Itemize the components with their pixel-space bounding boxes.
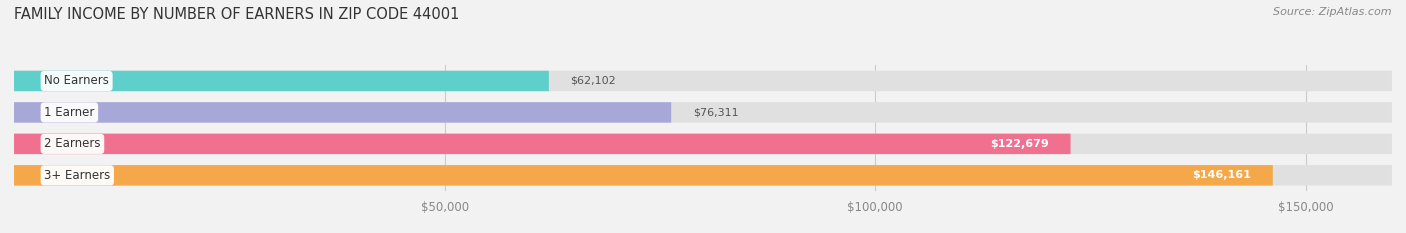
FancyBboxPatch shape xyxy=(14,134,1070,154)
Text: $62,102: $62,102 xyxy=(571,76,616,86)
Text: $76,311: $76,311 xyxy=(693,107,738,117)
FancyBboxPatch shape xyxy=(14,71,548,91)
Text: 1 Earner: 1 Earner xyxy=(44,106,94,119)
Text: Source: ZipAtlas.com: Source: ZipAtlas.com xyxy=(1274,7,1392,17)
Text: $122,679: $122,679 xyxy=(990,139,1049,149)
Text: 2 Earners: 2 Earners xyxy=(44,137,101,150)
Text: No Earners: No Earners xyxy=(44,75,110,87)
FancyBboxPatch shape xyxy=(14,71,1392,91)
Text: 3+ Earners: 3+ Earners xyxy=(44,169,111,182)
FancyBboxPatch shape xyxy=(14,134,1392,154)
Text: FAMILY INCOME BY NUMBER OF EARNERS IN ZIP CODE 44001: FAMILY INCOME BY NUMBER OF EARNERS IN ZI… xyxy=(14,7,460,22)
FancyBboxPatch shape xyxy=(14,102,1392,123)
FancyBboxPatch shape xyxy=(14,102,671,123)
FancyBboxPatch shape xyxy=(14,165,1392,185)
FancyBboxPatch shape xyxy=(14,165,1272,185)
Text: $146,161: $146,161 xyxy=(1192,170,1251,180)
